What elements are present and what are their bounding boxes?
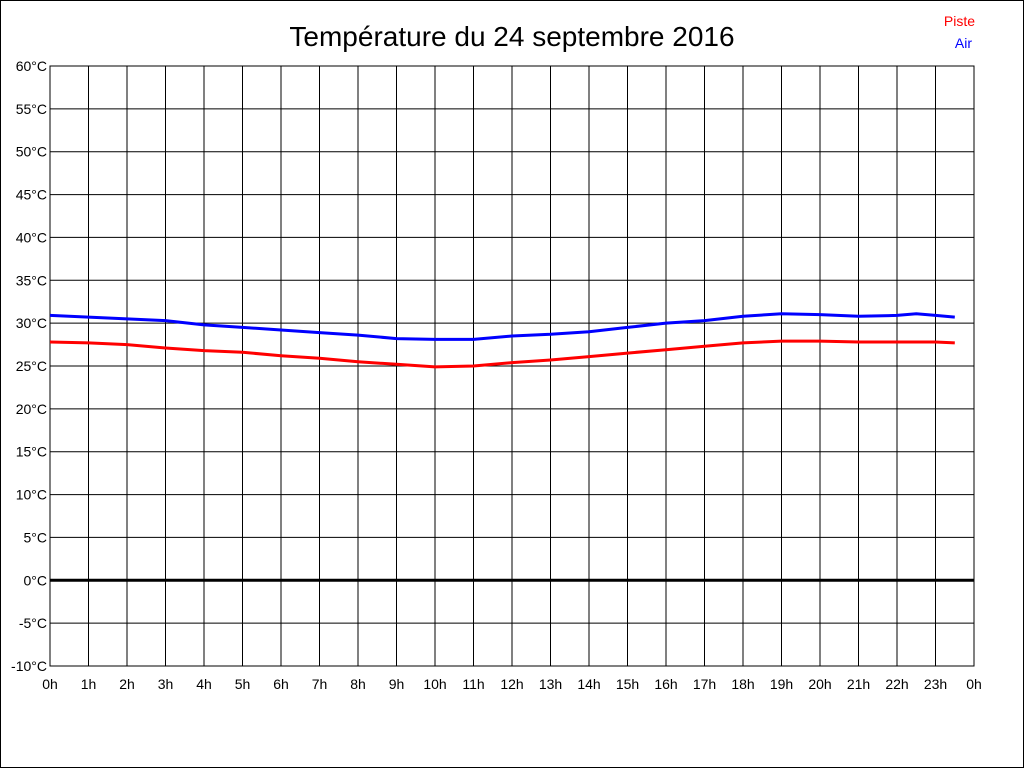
y-tick-label: 20°C bbox=[16, 401, 47, 417]
y-tick-label: 10°C bbox=[16, 487, 47, 503]
x-tick-label: 4h bbox=[196, 676, 212, 692]
x-tick-label: 10h bbox=[423, 676, 446, 692]
y-tick-label: 60°C bbox=[16, 58, 47, 74]
x-tick-label: 1h bbox=[81, 676, 97, 692]
x-tick-label: 0h bbox=[966, 676, 982, 692]
x-tick-label: 18h bbox=[731, 676, 754, 692]
series-line-air bbox=[49, 312, 955, 341]
x-tick-label: 0h bbox=[42, 676, 58, 692]
chart-title: Température du 24 septembre 2016 bbox=[289, 21, 734, 52]
x-tick-label: 17h bbox=[693, 676, 716, 692]
y-tick-label: 40°C bbox=[16, 229, 47, 245]
x-tick-label: 21h bbox=[847, 676, 870, 692]
y-tick-label: 25°C bbox=[16, 358, 47, 374]
x-tick-label: 15h bbox=[616, 676, 639, 692]
legend-piste: Piste bbox=[944, 13, 975, 29]
x-tick-label: 3h bbox=[158, 676, 174, 692]
y-tick-label: -10°C bbox=[11, 658, 47, 674]
x-tick-label: 7h bbox=[312, 676, 328, 692]
y-tick-label: 0°C bbox=[24, 572, 48, 588]
y-tick-label: 30°C bbox=[16, 315, 47, 331]
y-tick-label: 50°C bbox=[16, 144, 47, 160]
x-tick-label: 9h bbox=[389, 676, 405, 692]
x-tick-label: 22h bbox=[885, 676, 908, 692]
series-line-piste bbox=[49, 339, 955, 369]
x-tick-label: 8h bbox=[350, 676, 366, 692]
y-tick-label: 5°C bbox=[24, 529, 48, 545]
y-tick-label: 15°C bbox=[16, 444, 47, 460]
x-tick-label: 19h bbox=[770, 676, 793, 692]
x-tick-label: 11h bbox=[462, 676, 484, 692]
y-tick-label: 35°C bbox=[16, 272, 47, 288]
x-tick-label: 13h bbox=[539, 676, 562, 692]
x-tick-label: 12h bbox=[500, 676, 523, 692]
y-tick-label: 55°C bbox=[16, 101, 47, 117]
x-tick-label: 6h bbox=[273, 676, 289, 692]
x-tick-label: 5h bbox=[235, 676, 251, 692]
y-tick-label: 45°C bbox=[16, 187, 47, 203]
y-tick-label: -5°C bbox=[19, 615, 47, 631]
x-tick-label: 14h bbox=[577, 676, 600, 692]
x-tick-label: 16h bbox=[654, 676, 677, 692]
x-tick-label: 20h bbox=[808, 676, 831, 692]
x-tick-label: 23h bbox=[924, 676, 947, 692]
x-tick-label: 2h bbox=[119, 676, 135, 692]
legend-air: Air bbox=[955, 35, 972, 51]
